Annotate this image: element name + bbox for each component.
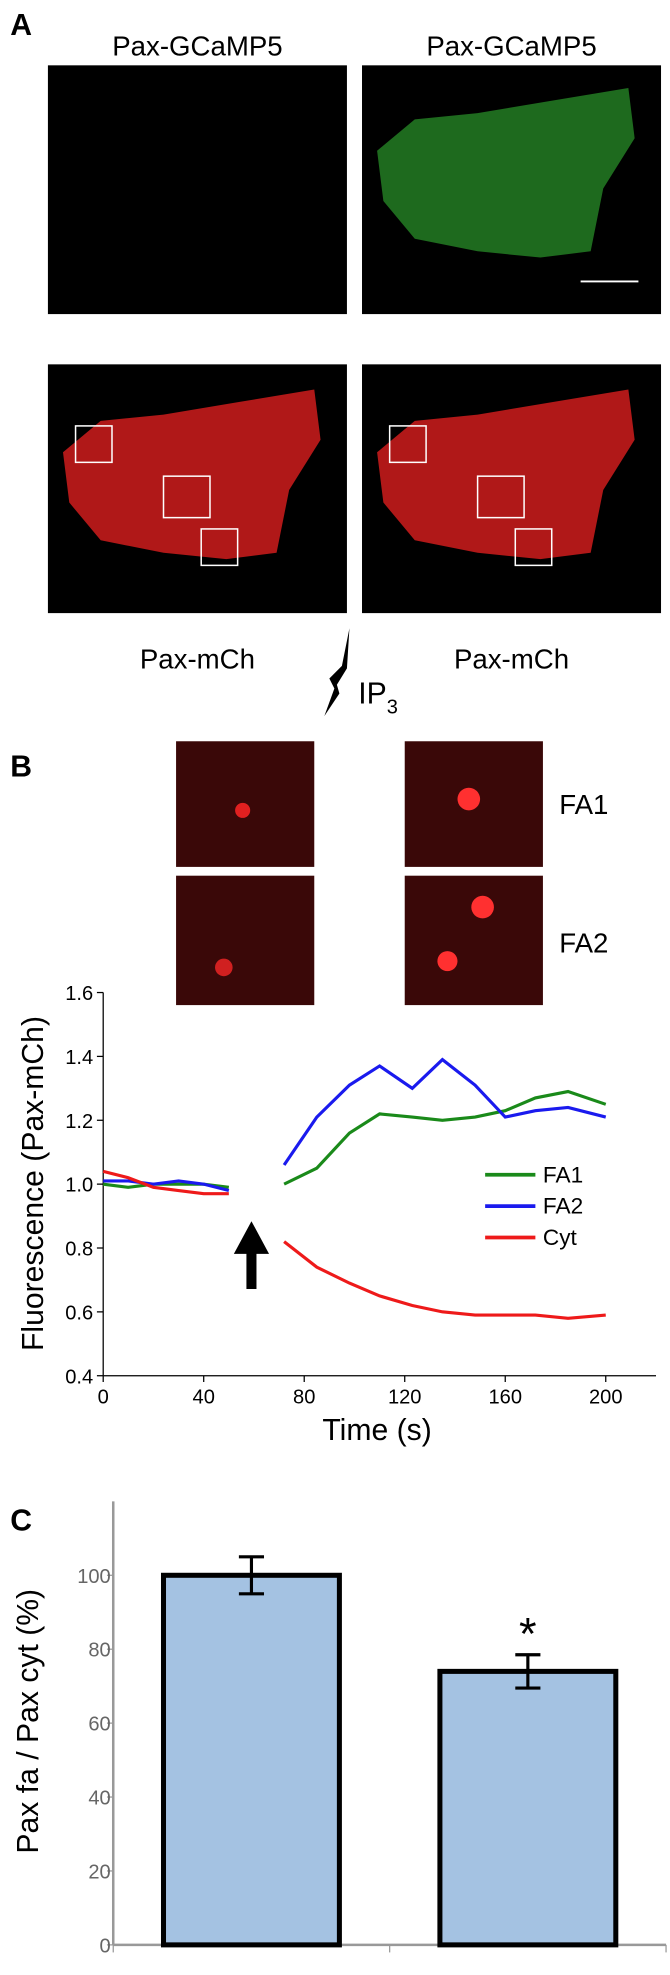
image	[47, 65, 347, 315]
image-label: Pax-mCh	[140, 643, 255, 674]
stimulus-text: IP	[358, 678, 386, 711]
error-bar	[238, 1555, 265, 1596]
legend-label: Cyt	[543, 1225, 578, 1250]
panel-label: B	[10, 750, 32, 783]
adhesion	[235, 802, 251, 818]
x-tick-label: 0	[98, 1386, 109, 1408]
y-tick-label: 0	[100, 1935, 111, 1957]
annotation: *	[519, 1609, 537, 1660]
image-label: Pax-GCaMP5	[426, 30, 596, 61]
stimulus-sub: 3	[387, 697, 398, 719]
stimulus-label: IP3	[358, 678, 398, 719]
y-tick-label: 80	[88, 1640, 110, 1662]
adhesion	[471, 895, 494, 919]
cell	[377, 389, 635, 560]
y-tick-label: 0.8	[65, 1239, 93, 1261]
legend-label: FA2	[543, 1194, 583, 1219]
image-label: Pax-GCaMP5	[112, 30, 282, 61]
y-tick-label: 60	[88, 1714, 110, 1736]
cell	[62, 389, 321, 560]
y-tick-label: 100	[77, 1566, 111, 1588]
y-tick-label: 1.4	[65, 1047, 93, 1069]
series-line	[103, 1057, 607, 1193]
stimulus-icon	[324, 628, 350, 717]
x-tick-label: 200	[589, 1386, 623, 1408]
series-line	[102, 1169, 606, 1320]
y-axis-label: Fluorescence (Pax-mCh)	[17, 1016, 50, 1351]
adhesion	[457, 787, 481, 811]
adhesion	[437, 951, 458, 972]
y-tick-label: 40	[88, 1788, 110, 1810]
panel-label: A	[10, 9, 32, 42]
y-tick-label: 20	[88, 1861, 110, 1883]
bar	[160, 1572, 342, 1948]
image-label: FA1	[559, 789, 608, 820]
image	[404, 875, 543, 1006]
y-tick-label: 0.6	[65, 1302, 93, 1324]
y-tick-label: 1.2	[65, 1111, 93, 1133]
x-tick-label: 160	[488, 1386, 522, 1408]
legend-label: FA1	[543, 1162, 583, 1187]
y-tick-label: 0.4	[65, 1366, 93, 1388]
y-tick-label: 1.6	[65, 983, 93, 1005]
panel-label: C	[10, 1504, 32, 1537]
image-label: FA2	[559, 927, 608, 958]
x-tick-label: 40	[193, 1386, 215, 1408]
x-axis-label: Time (s)	[322, 1414, 431, 1447]
error-bar	[515, 1653, 541, 1690]
x-tick-label: 80	[293, 1386, 315, 1408]
image	[176, 875, 315, 1006]
arrow	[233, 1221, 270, 1290]
bar	[437, 1668, 619, 1948]
roi-boxes	[74, 425, 553, 567]
x-tick-label: 120	[388, 1386, 422, 1408]
adhesion	[215, 958, 233, 977]
image-label: Pax-mCh	[454, 643, 569, 674]
y-axis-label: Pax fa / Pax cyt (%)	[12, 1589, 45, 1854]
y-tick-label: 1.0	[65, 1175, 93, 1197]
cell	[377, 87, 635, 258]
